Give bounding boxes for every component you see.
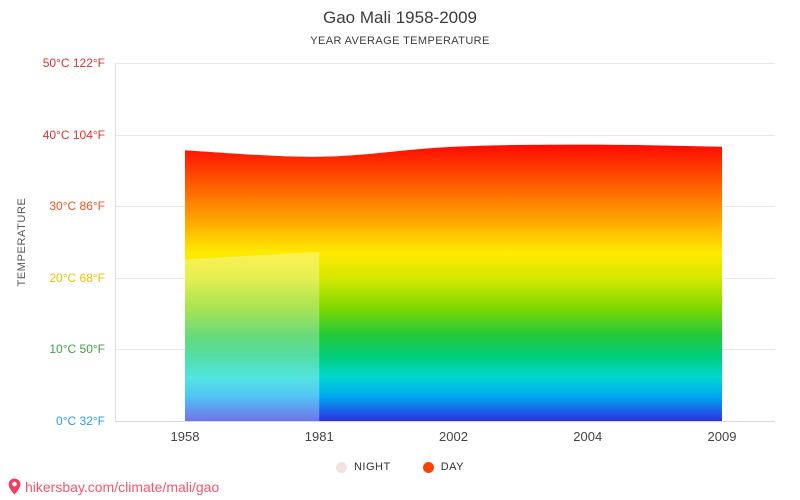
y-tick-20: 20°C 68°F	[49, 270, 105, 285]
legend-label-night: NIGHT	[353, 461, 391, 473]
legend: NIGHT DAY	[0, 461, 800, 473]
night-area-series	[185, 252, 320, 421]
footer-branding[interactable]: hikersbay.com/climate/mali/gao	[8, 478, 219, 495]
legend-label-day: DAY	[440, 461, 465, 473]
y-tick-10: 10°C 50°F	[49, 342, 105, 357]
x-tick-1981: 1981	[304, 429, 334, 444]
day-series-dot-icon	[422, 461, 434, 473]
footer-url: hikersbay.com/climate/mali/gao	[25, 478, 220, 495]
legend-item-night[interactable]: NIGHT	[335, 461, 391, 473]
y-tick-30: 30°C 86°F	[49, 199, 105, 214]
y-tick-50: 50°C 122°F	[42, 56, 105, 70]
chart-title: Gao Mali 1958-2009	[322, 8, 478, 27]
day-area-series	[185, 144, 722, 421]
x-tick-2009: 2009	[707, 429, 737, 444]
x-tick-2002: 2002	[439, 429, 468, 444]
legend-item-day[interactable]: DAY	[422, 461, 465, 473]
map-pin-icon	[8, 478, 21, 495]
night-series-dot-icon	[335, 461, 347, 473]
x-tick-1958: 1958	[170, 429, 200, 444]
chart-subtitle: YEAR AVERAGE TEMPERATURE	[310, 35, 490, 47]
y-tick-0: 0°C 32°F	[56, 414, 105, 428]
x-tick-2004: 2004	[573, 429, 603, 444]
y-tick-40: 40°C 104°F	[42, 127, 105, 142]
